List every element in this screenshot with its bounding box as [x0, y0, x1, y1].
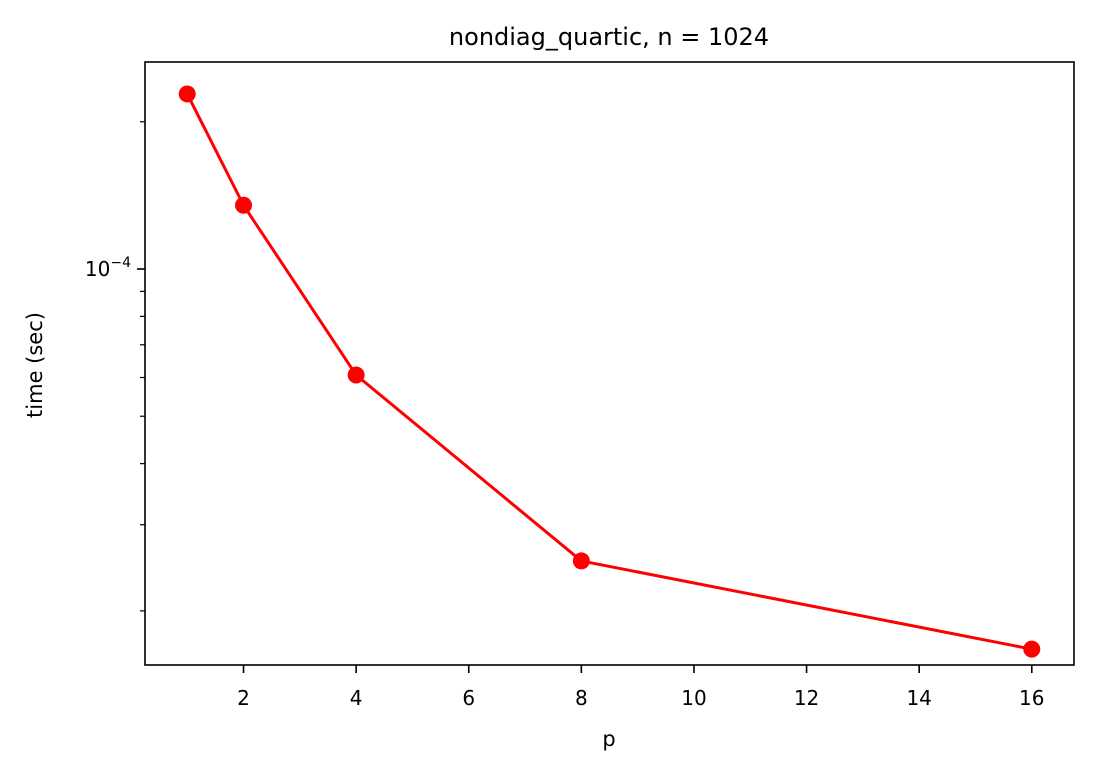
- y-axis-label: time (sec): [23, 312, 47, 418]
- x-tick-label: 8: [575, 686, 588, 710]
- x-tick-label: 16: [1019, 686, 1044, 710]
- x-axis-label: p: [602, 727, 615, 751]
- axes-frame: [144, 61, 1075, 666]
- data-point: [347, 366, 365, 384]
- x-tick-label: 12: [794, 686, 819, 710]
- x-tick-label: 2: [237, 686, 250, 710]
- x-tick-label: 4: [350, 686, 363, 710]
- plot-area: 2 4 6 8 10 12 14 16 10−4: [85, 85, 1044, 710]
- x-tick-label: 14: [906, 686, 931, 710]
- chart-title: nondiag_quartic, n = 1024: [449, 23, 769, 51]
- series-line: [185, 93, 1033, 651]
- x-tick-label: 10: [681, 686, 706, 710]
- data-point: [235, 196, 253, 214]
- data-point: [1023, 640, 1041, 658]
- x-tick-label: 6: [462, 686, 475, 710]
- data-point: [572, 552, 590, 570]
- data-point: [178, 85, 196, 103]
- y-tick-label: 10−4: [85, 255, 131, 281]
